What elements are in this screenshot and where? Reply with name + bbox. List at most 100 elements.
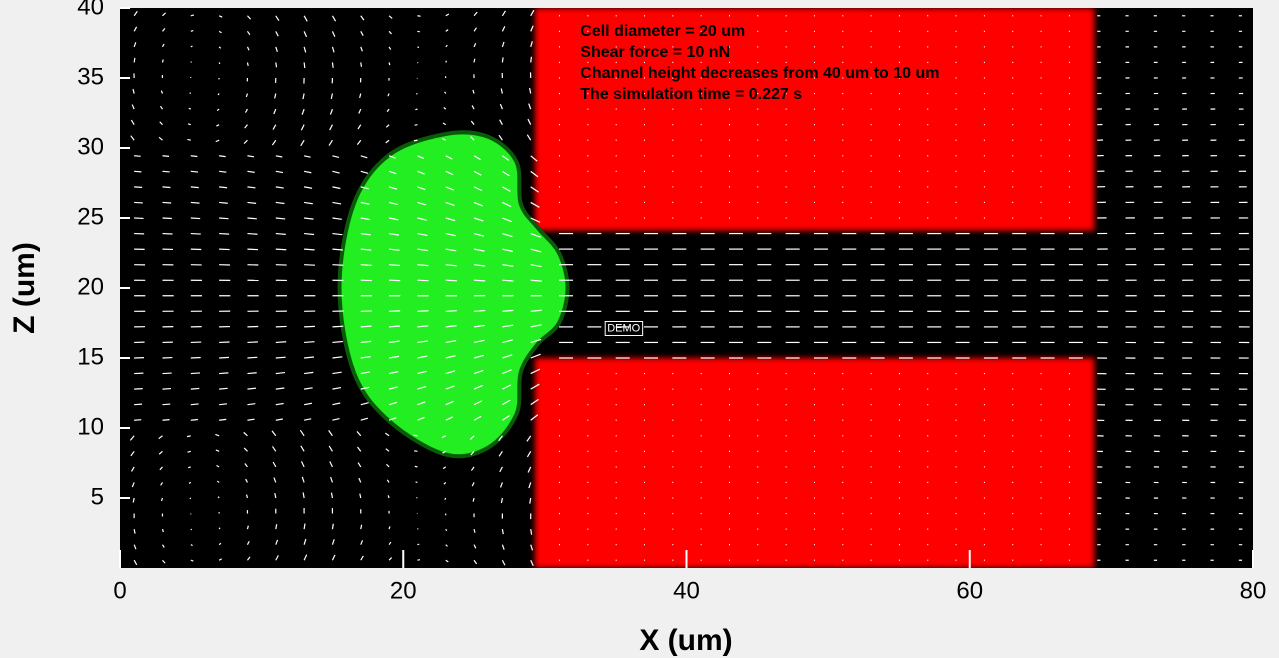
flow-arrow xyxy=(219,418,227,421)
y-tick-label: 40 xyxy=(77,0,104,20)
flow-arrow xyxy=(444,91,447,94)
flow-arrow xyxy=(386,108,390,113)
flow-arrow xyxy=(303,46,307,53)
flow-arrow xyxy=(417,201,427,206)
flow-arrow xyxy=(360,264,372,266)
flow-arrow xyxy=(159,121,163,126)
flow-arrow xyxy=(190,29,194,32)
flow-arrow xyxy=(389,264,401,267)
flow-arrow xyxy=(332,417,340,421)
flow-arrow xyxy=(473,339,485,344)
flow-arrow xyxy=(530,279,542,282)
flow-arrow xyxy=(245,93,249,98)
flow-arrow xyxy=(360,186,369,190)
flow-arrow xyxy=(219,387,228,390)
flow-arrow xyxy=(330,492,334,499)
y-tick-label: 15 xyxy=(77,343,104,370)
flow-arrow xyxy=(388,557,393,561)
flow-arrow xyxy=(161,528,164,533)
flow-arrow xyxy=(247,356,258,359)
flow-arrow xyxy=(388,155,396,159)
flow-arrow xyxy=(332,232,343,236)
flow-arrow xyxy=(247,155,255,158)
flow-arrow xyxy=(330,476,334,483)
flow-arrow xyxy=(273,477,277,483)
flow-arrow xyxy=(275,62,278,68)
flow-arrow xyxy=(530,559,534,567)
flow-arrow xyxy=(445,186,454,191)
flow-arrow xyxy=(134,186,143,188)
flow-arrow xyxy=(190,217,201,220)
flow-arrow xyxy=(360,217,371,221)
flow-arrow xyxy=(530,529,533,535)
flow-arrow xyxy=(275,217,286,220)
flow-arrow xyxy=(219,201,228,204)
flow-arrow xyxy=(417,386,427,390)
flow-arrow xyxy=(304,232,315,236)
flow-arrow xyxy=(530,264,542,268)
flow-arrow xyxy=(445,232,456,237)
flow-arrow xyxy=(329,108,333,115)
flow-arrow xyxy=(527,466,532,473)
flow-arrow xyxy=(473,155,481,161)
flow-arrow xyxy=(158,450,163,455)
flow-arrow xyxy=(190,155,198,158)
x-axis-label: X (um) xyxy=(639,624,732,657)
flow-arrow xyxy=(360,540,364,545)
flow-arrow xyxy=(470,450,475,456)
flow-arrow xyxy=(417,416,425,421)
flow-arrow xyxy=(246,540,250,545)
flow-arrow xyxy=(469,435,475,440)
flow-arrow xyxy=(243,431,248,437)
flow-arrow xyxy=(502,415,510,421)
flow-arrow xyxy=(134,170,142,173)
flow-arrow xyxy=(388,62,391,66)
flow-arrow xyxy=(360,62,363,67)
flow-arrow xyxy=(526,451,532,458)
flow-arrow xyxy=(247,186,256,189)
flow-arrow xyxy=(359,493,362,499)
flow-arrow xyxy=(473,264,486,267)
flow-arrow xyxy=(132,497,135,503)
flow-arrow xyxy=(331,46,335,53)
flow-arrow xyxy=(275,341,287,344)
flow-arrow xyxy=(131,466,135,472)
flow-arrow xyxy=(162,186,171,189)
flow-arrow xyxy=(190,372,201,375)
flow-arrow xyxy=(190,201,200,204)
flow-arrow xyxy=(502,279,514,282)
flow-arrow xyxy=(304,402,313,406)
flow-arrow xyxy=(387,495,390,499)
flow-arrow xyxy=(445,559,449,563)
flow-arrow xyxy=(275,387,285,390)
x-tick-label: 80 xyxy=(1240,577,1267,604)
flow-arrow xyxy=(360,340,372,344)
flow-arrow xyxy=(530,309,542,312)
flow-arrow xyxy=(502,170,510,177)
flow-arrow xyxy=(360,386,370,390)
flow-arrow xyxy=(304,248,315,251)
flow-arrow xyxy=(162,201,172,204)
flow-arrow xyxy=(188,481,192,484)
flow-arrow xyxy=(472,89,475,94)
flow-arrow xyxy=(160,497,164,502)
flow-arrow xyxy=(190,45,193,48)
flow-arrow xyxy=(441,435,446,439)
flow-arrow xyxy=(473,186,483,192)
flow-arrow xyxy=(303,15,308,22)
flow-arrow xyxy=(275,186,284,189)
flow-arrow xyxy=(332,340,343,344)
flow-arrow xyxy=(445,325,457,328)
flow-arrow xyxy=(215,139,220,143)
flow-arrow xyxy=(359,93,362,99)
flow-arrow xyxy=(473,415,482,421)
flow-arrow xyxy=(417,155,425,160)
flow-arrow xyxy=(275,31,279,37)
flow-arrow xyxy=(473,559,478,565)
flow-arrow xyxy=(530,217,541,223)
flow-arrow xyxy=(247,403,256,406)
flow-arrow xyxy=(442,122,447,126)
flow-arrow xyxy=(360,232,371,236)
flow-arrow xyxy=(131,104,135,110)
flow-arrow xyxy=(360,46,363,52)
